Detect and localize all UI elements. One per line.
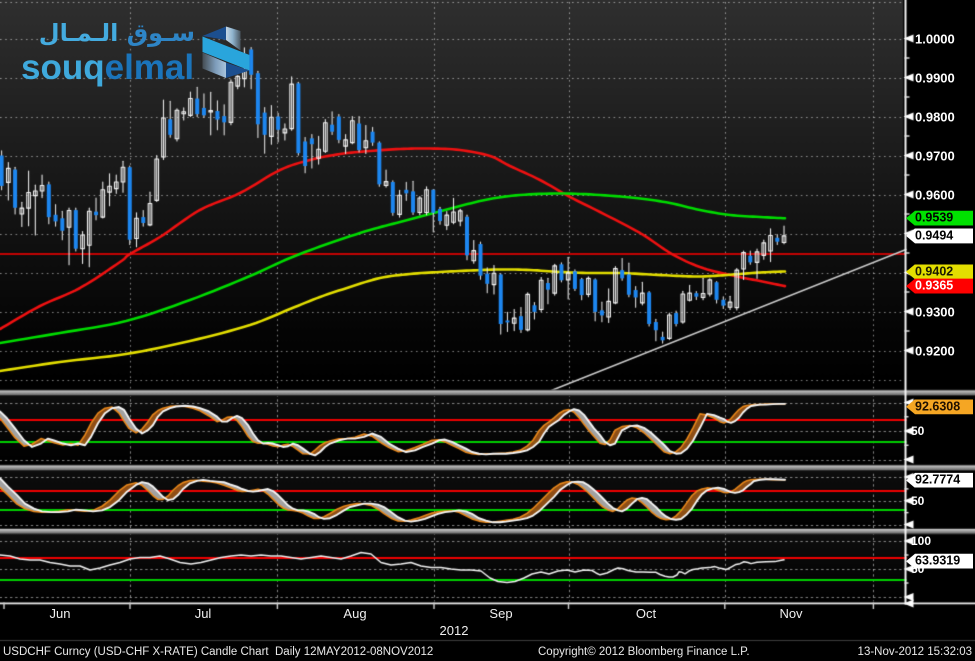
- logo-latin-souq: souq: [21, 48, 105, 87]
- price-badge-last-price: 0.9494: [906, 228, 973, 244]
- price-tick-label: 0.9800: [915, 109, 955, 124]
- logo-latin-elmal: elmal: [104, 48, 195, 87]
- price-badge-ma-yellow: 0.9402: [906, 264, 973, 280]
- footer-timestamp: 13-Nov-2012 15:32:03: [857, 646, 972, 658]
- price-badge-ma-green: 0.9539: [906, 210, 973, 226]
- logo-arabic-elmal: الـمـال: [38, 19, 127, 47]
- logo-ribbon-icon: [202, 26, 250, 78]
- month-label-jun: Jun: [49, 606, 71, 621]
- price-tick-label: 0.9900: [915, 70, 955, 85]
- indicator-badge: 63.9319: [906, 553, 973, 569]
- indicator-badge: 92.7774: [906, 472, 973, 488]
- month-label-oct: Oct: [635, 606, 657, 621]
- footer-title: USDCHF Curncy (USD-CHF X-RATE) Candle Ch…: [3, 646, 434, 658]
- price-tick-label: 1.0000: [915, 31, 955, 46]
- footer-copyright: Copyright© 2012 Bloomberg Finance L.P.: [538, 646, 750, 658]
- year-label: 2012: [439, 623, 469, 638]
- month-label-aug: Aug: [343, 606, 367, 621]
- logo-arabic-text: سـوق الـمـال: [39, 19, 195, 47]
- price-badge-ma-red: 0.9365: [906, 278, 973, 294]
- indicator-tick-label: 50: [911, 424, 925, 438]
- month-label-jul: Jul: [194, 606, 212, 621]
- month-label-sep: Sep: [489, 606, 513, 621]
- indicator-tick-label: 100: [911, 534, 932, 548]
- price-tick-label: 0.9200: [915, 343, 955, 358]
- logo-latin-text: souqelmal: [21, 48, 194, 88]
- indicator-badge: 92.6308: [906, 399, 973, 415]
- souqelmal-logo: سـوق الـمـال souqelmal: [20, 8, 256, 88]
- price-tick-label: 0.9300: [915, 304, 955, 319]
- price-tick-label: 0.9600: [915, 187, 955, 202]
- indicator-tick-label: 50: [911, 493, 925, 508]
- month-label-nov: Nov: [779, 606, 803, 621]
- price-tick-label: 0.9700: [915, 148, 955, 163]
- logo-arabic-souq: سـوق: [126, 19, 195, 47]
